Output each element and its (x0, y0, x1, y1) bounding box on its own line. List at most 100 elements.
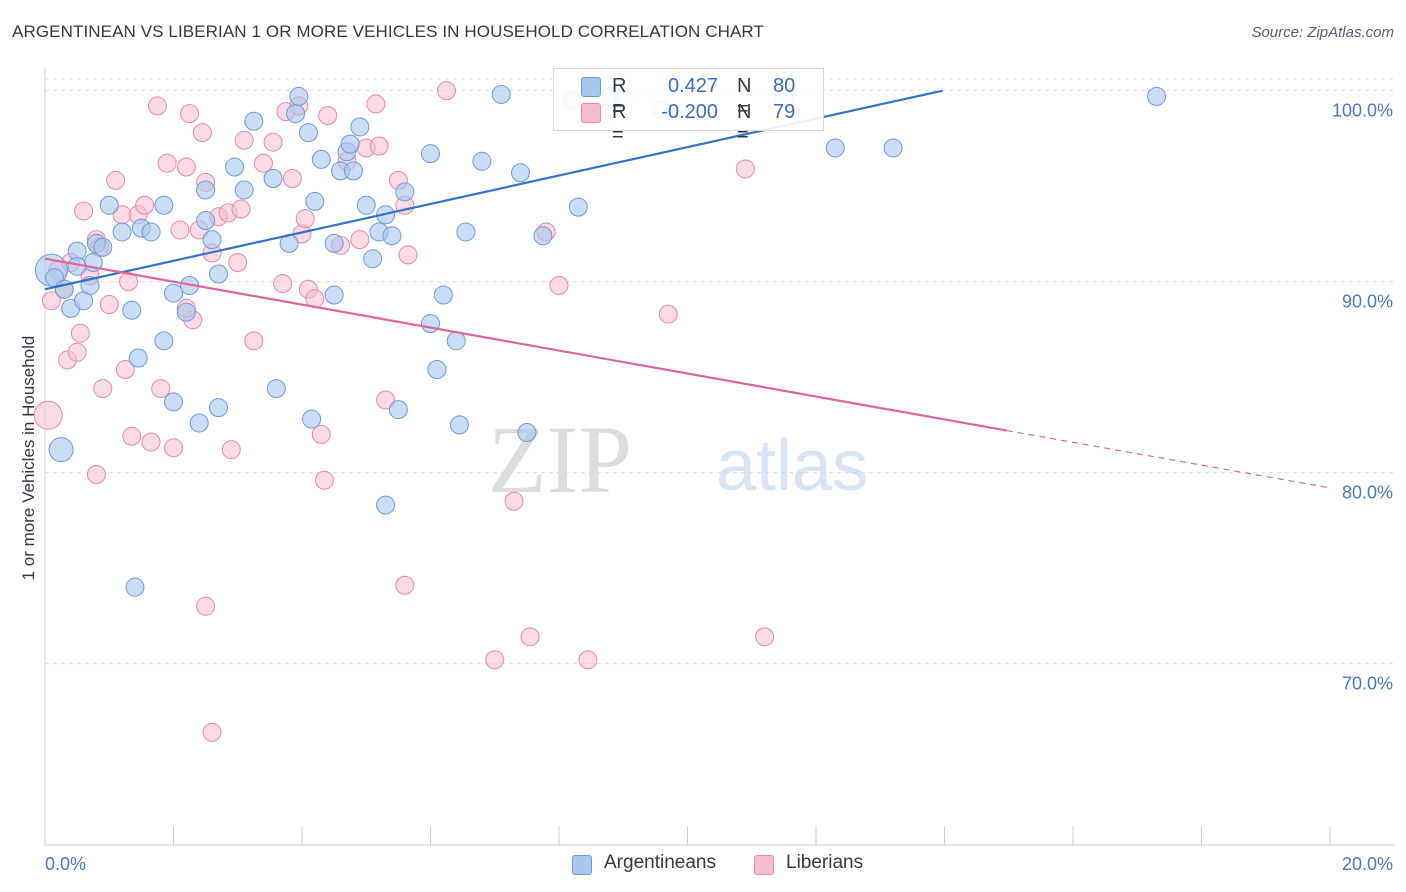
argentinean-point (324, 233, 344, 253)
argentinean-point (99, 195, 119, 215)
liberian-point (376, 390, 396, 410)
argentinean-point (388, 400, 408, 420)
liberian-point (549, 275, 569, 295)
argentinean-point (350, 117, 370, 137)
liberian-point (735, 159, 755, 179)
argentinean-point (298, 123, 318, 143)
argentinean-point (421, 144, 440, 164)
liberian-point (311, 424, 331, 444)
argentinean-point (164, 392, 183, 412)
argentinean-point (510, 163, 530, 183)
argentinean-point (568, 197, 588, 217)
argentinean-point (154, 195, 174, 215)
liberian-point (231, 199, 251, 219)
argentinean-point (1147, 86, 1167, 106)
argentinean-point (356, 195, 376, 215)
series-label-argentineans: Argentineans (604, 852, 716, 873)
liberian-point (141, 432, 161, 452)
argentinean-point (244, 111, 264, 131)
liberian-point (202, 722, 222, 742)
liberians-trend-line (44, 257, 1008, 432)
argentinean-point (311, 149, 331, 169)
liberians-trend-extension (1006, 429, 1331, 489)
liberian-point (122, 426, 142, 446)
argentinean-point (266, 379, 286, 399)
argentinean-point (202, 230, 222, 250)
liberian-point (295, 209, 315, 229)
trend-lines (44, 89, 1331, 489)
liberians-points (33, 81, 775, 742)
argentinean-point (141, 222, 161, 242)
liberian-point (33, 400, 63, 430)
liberian-point (176, 157, 196, 177)
series-swatch-argentineans (572, 855, 592, 875)
liberian-point (164, 438, 183, 458)
argentinean-point (154, 331, 174, 351)
legend-n-label: N = (737, 75, 752, 120)
liberian-point (106, 170, 126, 190)
argentinean-point (433, 285, 453, 305)
argentinean-point (395, 182, 415, 202)
liberian-point (437, 81, 457, 101)
liberian-point (314, 470, 334, 490)
argentinean-point (122, 300, 142, 320)
x-tick-label: 0.0% (45, 854, 86, 874)
liberian-point (485, 650, 505, 670)
argentinean-point (125, 577, 145, 597)
argentinean-point (112, 222, 132, 242)
legend-r-value: -0.200 (661, 101, 718, 123)
argentinean-point (883, 138, 903, 158)
liberian-point (520, 627, 540, 647)
argentinean-point (225, 157, 245, 177)
liberian-point (221, 440, 241, 460)
legend-swatch-argentineans (581, 77, 601, 97)
liberian-point (366, 94, 386, 114)
legend-n-value: 79 (773, 101, 796, 123)
y-tick-label: 90.0% (1342, 292, 1393, 312)
chart-title: ARGENTINEAN VS LIBERIAN 1 OR MORE VEHICL… (12, 22, 764, 41)
liberian-point (755, 627, 775, 647)
argentinean-point (446, 331, 466, 351)
watermark: ZIP atlas (488, 406, 868, 513)
argentinean-point (343, 161, 363, 181)
argentinean-point (456, 222, 476, 242)
liberian-point (228, 253, 248, 273)
liberian-point (41, 291, 61, 311)
liberian-point (135, 195, 155, 215)
argentinean-point (491, 84, 511, 104)
liberian-point (273, 274, 293, 294)
liberian-point (99, 295, 119, 315)
liberian-point (350, 230, 370, 250)
legend-swatch-liberians (581, 103, 601, 123)
x-tick-label: 20.0% (1342, 854, 1393, 874)
argentinean-point (208, 264, 228, 284)
argentinean-point (234, 180, 254, 200)
argentinean-point (376, 495, 396, 515)
argentinean-point (363, 249, 383, 269)
argentinean-point (289, 86, 309, 106)
series-swatch-liberians (754, 855, 774, 875)
y-tick-label: 70.0% (1342, 674, 1393, 694)
liberian-point (180, 104, 200, 124)
argentinean-point (196, 211, 216, 231)
liberian-point (170, 220, 190, 240)
legend-n-value: 80 (773, 75, 796, 97)
liberian-point (74, 201, 94, 221)
argentinean-point (449, 415, 469, 435)
gridlines (45, 78, 1395, 665)
argentinean-point (189, 413, 209, 433)
argentinean-point (208, 398, 228, 418)
liberian-point (504, 491, 524, 511)
liberian-point (395, 575, 415, 595)
liberian-point (369, 136, 389, 156)
argentinean-point (263, 168, 283, 188)
liberian-point (318, 105, 338, 125)
argentinean-point (340, 134, 360, 154)
argentinean-point (286, 104, 306, 124)
argentinean-point (196, 180, 216, 200)
argentinean-point (164, 283, 183, 303)
liberian-point (157, 153, 177, 173)
liberian-point (93, 379, 113, 399)
watermark-atlas: atlas (716, 426, 868, 506)
